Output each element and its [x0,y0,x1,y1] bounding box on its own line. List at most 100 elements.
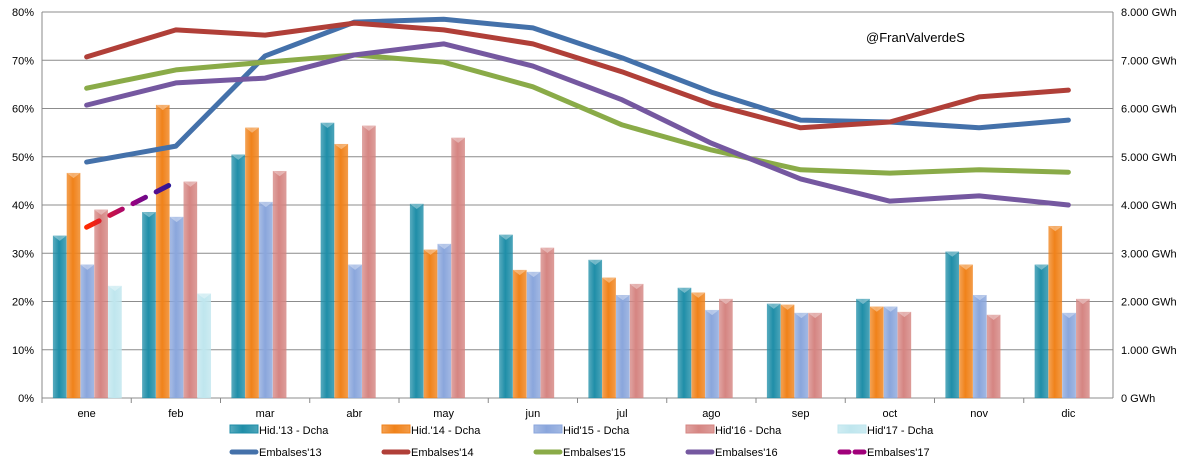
x-tick-label: nov [970,408,988,420]
bar [409,203,424,399]
x-tick-label: oct [883,408,898,420]
bar-cap [959,264,973,270]
bar-cap [66,173,81,179]
bar [451,137,465,399]
bar [897,311,912,399]
bar [437,243,452,399]
bar-cap [677,287,692,293]
bar [1048,225,1063,399]
bar [883,306,898,399]
bar-cap [1034,264,1049,270]
bar [362,125,376,399]
y-left-tick-label: 80% [12,7,34,19]
bar-cap [362,125,376,131]
bar-cap [94,209,108,215]
y-left-tick-label: 20% [12,297,34,309]
y-left-tick-label: 70% [12,55,34,67]
line-series [84,16,1071,165]
y-right-tick-label: 5.000 GWh [1121,152,1177,164]
bar [719,298,733,399]
legend-swatch [533,424,563,434]
bar [245,127,259,399]
bar-cap [540,247,554,253]
bar-cap [883,306,898,312]
legend-swatch [381,424,411,434]
bar [108,285,122,399]
y-right-tick-label: 2.000 GWh [1121,297,1177,309]
bar [1062,312,1076,399]
bar [540,247,555,399]
bar [1076,298,1090,399]
y-left-tick-label: 40% [12,200,34,212]
x-tick-label: jun [525,408,541,420]
bar-cap [437,244,451,250]
bar [423,249,438,399]
legend-label: Embalses'17 [867,447,930,459]
legend-swatch [685,424,715,434]
x-tick-label: sep [792,408,810,420]
bar [231,154,246,399]
bar [691,292,706,399]
bar [615,294,630,399]
bar-cap [767,303,781,309]
y-left-tick-label: 50% [12,152,34,164]
bar-cap [794,313,808,319]
bar-cap [973,295,987,301]
bar [629,283,644,399]
x-tick-label: ago [702,408,720,420]
legend-label: Hid'15 - Dcha [563,425,630,437]
bar [959,264,973,399]
line-series [84,179,179,230]
bar-cap [80,264,94,270]
bar-cap [616,295,630,301]
bar [780,304,795,399]
legend-label: Embalses'16 [715,447,778,459]
bar [705,309,719,399]
bar-cap [259,202,273,208]
bar [512,269,527,399]
bar [986,314,1001,399]
line-series [84,52,1071,176]
bar [499,234,513,399]
x-tick-label: ene [77,408,95,420]
legend-label: Embalses'13 [259,447,322,459]
bar [80,264,95,399]
y-left-tick-label: 10% [12,345,34,357]
y-left-tick-label: 60% [12,104,34,116]
bar-cap [808,313,822,319]
watermark: @FranValverdeS [866,30,965,45]
bar [348,264,362,399]
bar [52,235,67,399]
bar-cap [870,306,884,312]
bar-cap [231,154,245,160]
bar-cap [691,292,705,298]
x-tick-label: jul [616,408,628,420]
bar-cap [334,144,348,150]
bar-cap [423,249,438,255]
bar [869,306,884,399]
bar-cap [987,315,1001,321]
bar-cap [1062,313,1076,319]
legend-label: Hid'16 - Dcha [715,425,782,437]
legend-label: Hid.'14 - Dcha [411,425,481,437]
bar [588,259,603,399]
legend-swatch [229,424,259,434]
bar-cap [410,204,424,210]
bar-cap [320,122,335,128]
bar [945,251,960,399]
legend-label: Hid.'13 - Dcha [259,425,329,437]
bar [602,277,616,399]
bar-cap [142,212,156,218]
bar-cap [630,284,644,290]
x-tick-label: dic [1061,408,1076,420]
x-tick-label: abr [346,408,362,420]
x-tick-label: may [433,408,454,420]
bar [66,172,81,399]
bar-cap [588,260,602,266]
bar [677,287,692,399]
y-right-tick-label: 6.000 GWh [1121,104,1177,116]
bar-cap [719,299,733,305]
bar-cap [53,235,67,241]
y-right-tick-label: 8.000 GWh [1121,7,1177,19]
